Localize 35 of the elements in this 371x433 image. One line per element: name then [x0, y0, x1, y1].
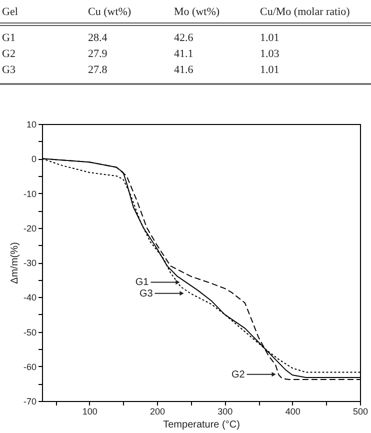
- y-tick-label: -70: [23, 396, 36, 406]
- x-tick-label: 100: [82, 406, 98, 416]
- category-label: G1: [2, 32, 16, 44]
- category-label: G2: [2, 48, 16, 60]
- annotation: G3: [139, 288, 154, 300]
- data-label: 41.6: [174, 64, 194, 76]
- text: Cu/Mo (molar ratio): [260, 6, 350, 18]
- x-tick-label: 400: [285, 406, 300, 416]
- y-tick-label: -50: [23, 327, 36, 338]
- x-tick-label: 500: [352, 406, 368, 416]
- category-label: G3: [2, 64, 16, 76]
- y-tick-label: -60: [23, 362, 36, 372]
- data-label: 28.4: [88, 32, 108, 44]
- series-label: Cu (wt%): [88, 6, 132, 18]
- annotation: G1: [135, 277, 150, 288]
- y-tick-label: 10: [26, 120, 36, 130]
- data-label: 27.9: [88, 48, 108, 60]
- data-label: 27.8: [88, 64, 108, 76]
- y-tick-label: -40: [23, 292, 36, 303]
- x-tick-label: 300: [218, 406, 233, 416]
- data-label: 41.1: [174, 48, 194, 60]
- text: Mo (wt%): [174, 6, 220, 18]
- y-tick-label: -30: [23, 258, 36, 268]
- text: Gel: [2, 6, 18, 18]
- y-tick-label: -10: [23, 188, 36, 199]
- x-axis-title: Temperature (°C): [163, 420, 240, 430]
- data-label: 1.03: [260, 48, 280, 60]
- data-label: 42.6: [174, 32, 194, 44]
- y-axis-title: Δm/m(%): [9, 242, 20, 284]
- y-tick-label: -20: [23, 223, 36, 234]
- data-label: 1.01: [260, 64, 280, 76]
- x-tick-label: 200: [150, 406, 166, 416]
- y-tick-label: 0: [31, 154, 36, 164]
- data-label: 1.01: [260, 32, 280, 44]
- annotation: G2: [231, 369, 246, 380]
